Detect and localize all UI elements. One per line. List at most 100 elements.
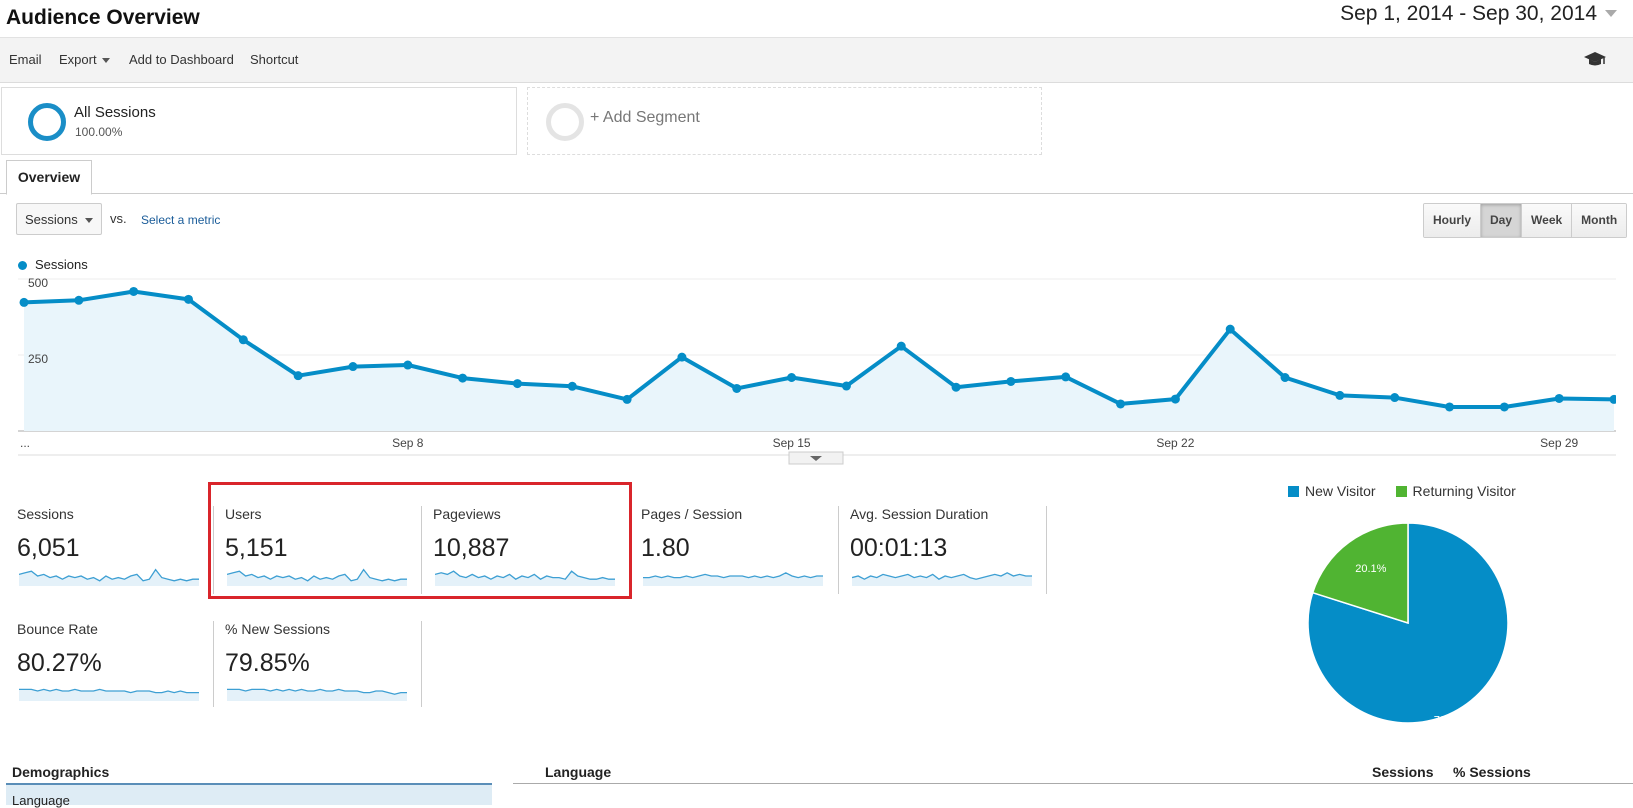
sessions-sparkline xyxy=(19,568,199,586)
data-point[interactable] xyxy=(1609,394,1617,404)
sparkline-line xyxy=(19,688,199,694)
graduation-cap-icon[interactable] xyxy=(1583,47,1607,71)
new-sessions-scorecard[interactable]: % New Sessions 79.85% xyxy=(225,621,410,717)
data-point[interactable] xyxy=(1499,402,1509,412)
legend-label: Sessions xyxy=(35,257,88,272)
granularity-toggle: Hourly Day Week Month xyxy=(1423,203,1628,238)
sessions-line-chart: 500 250... Sep 8 Sep 15 Sep 22 Sep 29 xyxy=(18,276,1617,465)
metric-select[interactable]: Sessions xyxy=(16,203,102,235)
legend-new-visitor-label: New Visitor xyxy=(1305,483,1376,499)
data-point[interactable] xyxy=(567,381,577,391)
demographics-row-label: Language xyxy=(12,793,70,808)
scorecard-value: 5,151 xyxy=(225,534,288,562)
data-point[interactable] xyxy=(74,295,84,305)
data-point[interactable] xyxy=(1170,394,1180,404)
x-tick-label: ... xyxy=(20,436,30,450)
segment-placeholder-icon xyxy=(546,103,584,141)
users-scorecard[interactable]: Users 5,151 xyxy=(225,506,410,602)
y-tick-label: 500 xyxy=(28,276,48,290)
bounce-rate-scorecard[interactable]: Bounce Rate 80.27% xyxy=(17,621,207,717)
pages-per-session-scorecard[interactable]: Pages / Session 1.80 xyxy=(641,506,831,602)
date-range-selector[interactable]: Sep 1, 2014 - Sep 30, 2014 xyxy=(1336,2,1619,28)
segment-all-sessions[interactable]: All Sessions 100.00% xyxy=(1,87,517,155)
data-point[interactable] xyxy=(1335,390,1345,400)
data-point[interactable] xyxy=(458,373,468,383)
data-point[interactable] xyxy=(183,294,193,304)
pie-slice-label: 20.1% xyxy=(1355,563,1386,575)
export-button[interactable]: Export xyxy=(59,52,110,67)
pct-sessions-column-header[interactable]: % Sessions xyxy=(1453,764,1531,780)
data-point[interactable] xyxy=(238,335,248,345)
data-point[interactable] xyxy=(1116,399,1126,409)
y-tick-label: 250 xyxy=(28,352,48,366)
data-point[interactable] xyxy=(841,381,851,391)
scorecard-label: Bounce Rate xyxy=(17,621,98,637)
divider xyxy=(421,506,422,594)
add-segment-label: + Add Segment xyxy=(590,109,700,126)
week-button[interactable]: Week xyxy=(1522,204,1573,237)
x-tick-label: Sep 15 xyxy=(773,436,811,450)
data-point[interactable] xyxy=(19,297,29,307)
sparkline-line xyxy=(435,570,615,580)
data-point[interactable] xyxy=(1061,372,1071,382)
pie-legend: New Visitor Returning Visitor xyxy=(1288,483,1516,499)
divider xyxy=(1046,506,1047,594)
scorecard-value: 80.27% xyxy=(17,649,102,677)
data-point[interactable] xyxy=(1390,393,1400,403)
scorecard-label: Avg. Session Duration xyxy=(850,506,989,522)
data-point[interactable] xyxy=(129,286,139,296)
data-point[interactable] xyxy=(732,383,742,393)
demographics-divider xyxy=(6,783,492,785)
swatch-icon xyxy=(1288,486,1299,497)
pageviews-scorecard[interactable]: Pageviews 10,887 xyxy=(433,506,623,602)
sparkline-area xyxy=(435,571,615,586)
sessions-scorecard[interactable]: Sessions 6,051 xyxy=(17,506,207,602)
month-button[interactable]: Month xyxy=(1572,204,1627,237)
new-sessions-sparkline xyxy=(227,688,407,701)
metric-select-value: Sessions xyxy=(25,212,78,227)
data-point[interactable] xyxy=(348,362,358,372)
add-segment-button[interactable]: + Add Segment xyxy=(527,87,1042,155)
sparkline-line xyxy=(227,688,407,695)
data-point[interactable] xyxy=(622,394,632,404)
language-header: Language xyxy=(545,764,612,780)
divider xyxy=(213,506,214,594)
add-to-dashboard-button[interactable]: Add to Dashboard xyxy=(129,52,234,67)
chart-collapse-handle[interactable] xyxy=(788,451,844,465)
date-range-text: Sep 1, 2014 - Sep 30, 2014 xyxy=(1340,2,1597,25)
data-point[interactable] xyxy=(1445,402,1455,412)
scorecard-value: 79.85% xyxy=(225,649,310,677)
pie-slice-returning-visitor[interactable] xyxy=(1311,522,1409,625)
scorecard-label: Pageviews xyxy=(433,506,501,522)
chevron-down-icon xyxy=(1605,10,1617,17)
select-metric-link[interactable]: Select a metric xyxy=(141,213,221,227)
avg-session-duration-scorecard[interactable]: Avg. Session Duration 00:01:13 xyxy=(850,506,1040,602)
hourly-button[interactable]: Hourly xyxy=(1424,204,1482,237)
demographics-row-language[interactable]: Language xyxy=(6,785,492,808)
data-point[interactable] xyxy=(896,341,906,351)
sparkline-area xyxy=(852,572,1032,586)
pages-per-session-sparkline xyxy=(643,572,823,586)
day-button[interactable]: Day xyxy=(1481,204,1523,237)
legend-returning-visitor-label: Returning Visitor xyxy=(1412,483,1516,499)
data-point[interactable] xyxy=(1225,324,1235,334)
x-tick-label: Sep 29 xyxy=(1540,436,1578,450)
data-point[interactable] xyxy=(1006,376,1016,386)
sparkline-line xyxy=(19,568,199,582)
sessions-column-header[interactable]: Sessions xyxy=(1372,764,1434,780)
data-point[interactable] xyxy=(951,382,961,392)
scorecard-label: Pages / Session xyxy=(641,506,743,522)
data-point[interactable] xyxy=(293,371,303,381)
pageviews-sparkline xyxy=(435,570,615,586)
tab-overview[interactable]: Overview xyxy=(6,160,92,195)
bounce-rate-sparkline xyxy=(19,688,199,701)
data-point[interactable] xyxy=(1280,372,1290,382)
data-point[interactable] xyxy=(403,360,413,370)
email-button[interactable]: Email xyxy=(9,52,42,67)
scorecard-label: Users xyxy=(225,506,262,522)
data-point[interactable] xyxy=(512,379,522,389)
data-point[interactable] xyxy=(677,352,687,362)
shortcut-button[interactable]: Shortcut xyxy=(250,52,299,67)
data-point[interactable] xyxy=(787,372,797,382)
data-point[interactable] xyxy=(1554,393,1564,403)
